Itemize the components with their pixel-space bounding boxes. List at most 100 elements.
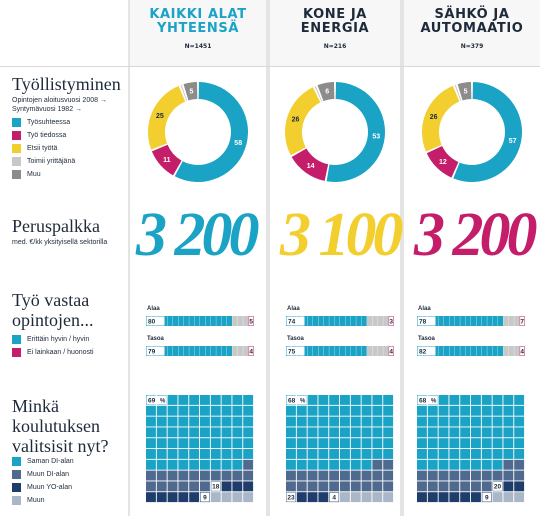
waffle-value-box <box>493 481 502 491</box>
waffle-cell <box>178 395 189 405</box>
waffle-cell <box>460 470 471 481</box>
waffle-cell <box>146 405 156 416</box>
match-legend: Erittäin hyvin / hyvin Ei lainkaan / huo… <box>12 333 94 359</box>
bar-cell <box>503 316 509 326</box>
bar-cell <box>361 316 367 326</box>
waffle-cell <box>307 416 318 427</box>
waffle-cell <box>243 459 254 470</box>
waffle-cell <box>460 405 471 416</box>
bar-cell <box>487 316 493 326</box>
waffle-cell <box>156 481 167 492</box>
waffle-cell <box>156 492 167 503</box>
bar-bad-value: 4 <box>389 349 393 356</box>
waffle-cell <box>427 427 438 438</box>
donut-value-label: 57 <box>509 138 517 145</box>
waffle-cell <box>492 449 503 459</box>
waffle-cell <box>200 470 210 481</box>
donut-value-label: 5 <box>190 89 194 96</box>
legend-label: Muun YO-alan <box>27 484 73 491</box>
bar-value-box <box>286 316 305 326</box>
waffle-cell <box>383 449 394 459</box>
bar-cell <box>162 346 168 356</box>
waffle-cell <box>383 492 394 503</box>
donut-slice <box>326 82 385 182</box>
legend-item: Työ tiedossa <box>12 129 75 142</box>
column-divider <box>266 0 270 516</box>
bar-percent-sign: % <box>430 320 436 326</box>
employment-subtitle: Opintojen aloitusvuosi 2008 → Syntymävuo… <box>12 97 107 113</box>
waffle-cell <box>417 427 427 438</box>
waffle-cell <box>156 438 167 449</box>
match-bar-kone-alaa: 74% 3 <box>286 316 394 326</box>
waffle-cell <box>481 395 492 405</box>
bar-cell <box>454 346 460 356</box>
waffle-cell <box>200 449 210 459</box>
waffle-cell <box>318 459 329 470</box>
waffle-cell <box>361 459 372 470</box>
waffle-cell <box>210 438 221 449</box>
waffle-cell <box>383 459 394 470</box>
waffle-cell <box>340 481 350 492</box>
employment-donut-all: 58 11 25 5 <box>148 82 248 182</box>
waffle-cell <box>156 416 167 427</box>
waffle-cell <box>318 438 329 449</box>
waffle-cell <box>318 481 329 492</box>
waffle-cell <box>189 492 200 503</box>
bar-cell <box>237 316 243 326</box>
waffle-cell <box>350 470 361 481</box>
choice-legend: Saman DI-alan Muun DI-alan Muun YO-alan … <box>12 455 74 507</box>
column-n: N=216 <box>323 43 347 50</box>
donut-slice <box>457 82 472 101</box>
waffle-cell <box>178 438 189 449</box>
bar-row-label: Alaa <box>287 306 300 312</box>
choice-waffle-sahko: 68 % 20 9 <box>417 395 525 503</box>
waffle-cell <box>417 405 427 416</box>
bar-bad-value: 3 <box>389 319 393 326</box>
bar-cell <box>313 316 319 326</box>
waffle-cell <box>449 416 460 427</box>
waffle-cell <box>286 449 296 459</box>
waffle-cell <box>146 449 156 459</box>
bar-cell <box>481 346 487 356</box>
waffle-cell <box>340 459 350 470</box>
waffle-cell <box>438 481 449 492</box>
waffle-value-box <box>482 492 492 502</box>
bar-good-value: 82 <box>419 349 427 356</box>
waffle-cell <box>471 427 481 438</box>
waffle-cell <box>438 405 449 416</box>
legend-label: Saman DI-alan <box>27 458 74 465</box>
column-header-all: KAIKKI ALAT YHTEENSÄ N=1451 <box>130 8 266 51</box>
waffle-cell <box>372 492 383 503</box>
donut-value-label: 6 <box>325 89 329 96</box>
waffle-cell <box>189 470 200 481</box>
waffle-cell <box>471 416 481 427</box>
bar-cell <box>454 316 460 326</box>
waffle-cell <box>178 481 189 492</box>
waffle-cell <box>243 416 254 427</box>
waffle-cell <box>221 470 232 481</box>
waffle-cell <box>156 427 167 438</box>
waffle-cell <box>383 405 394 416</box>
waffle-cell <box>189 449 200 459</box>
waffle-cell <box>221 438 232 449</box>
waffle-cell <box>471 492 481 503</box>
waffle-cell <box>383 481 394 492</box>
donut-slice <box>454 84 462 102</box>
waffle-cell <box>417 449 427 459</box>
waffle-cell <box>200 405 210 416</box>
waffle-cell <box>286 459 296 470</box>
donut-slice <box>314 85 323 102</box>
waffle-cell <box>318 449 329 459</box>
bar-cell <box>444 346 450 356</box>
bar-cell <box>471 346 477 356</box>
column-header-sahko: SÄHKÖ JA AUTOMAATIO N=379 <box>404 8 540 51</box>
bar-bad-value: 4 <box>249 349 253 356</box>
match-bar-sahko-tasoa: 82% 4 <box>417 346 525 356</box>
waffle-cell <box>350 459 361 470</box>
bar-cell <box>173 316 179 326</box>
bar-cell <box>318 346 324 356</box>
waffle-cell <box>427 481 438 492</box>
waffle-cell <box>460 449 471 459</box>
waffle-cell <box>318 470 329 481</box>
waffle-cell <box>417 492 427 503</box>
